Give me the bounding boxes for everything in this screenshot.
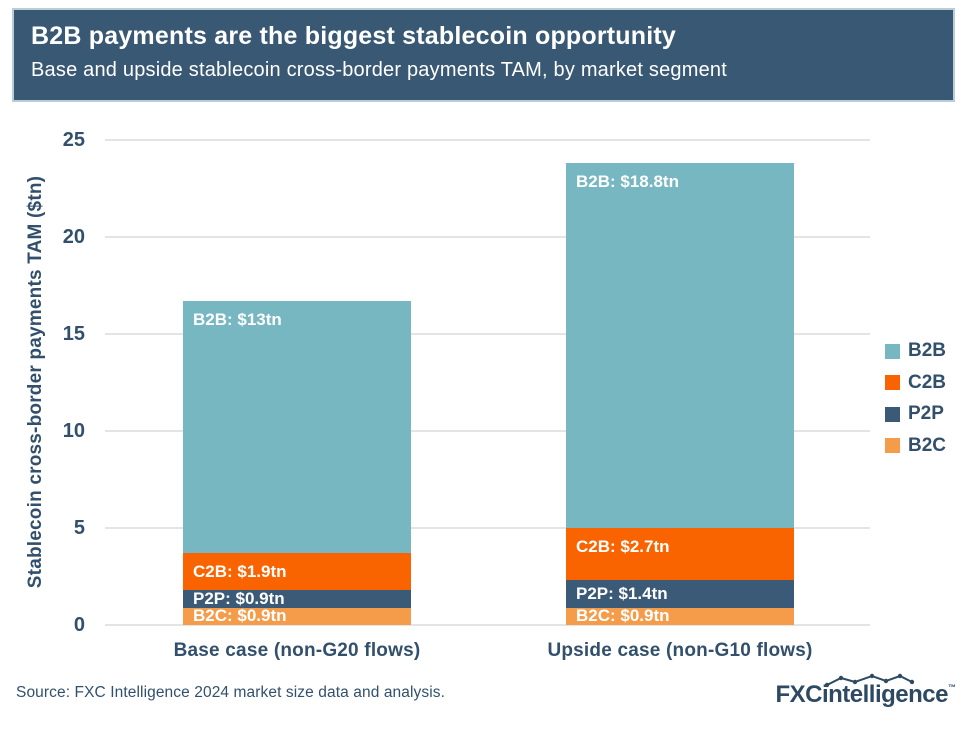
x-axis-label-upside-case-non-g10-flows: Upside case (non-G10 flows) (547, 640, 813, 661)
y-tick-label: 15 (62, 323, 85, 345)
legend-item-p2p: P2P (885, 404, 944, 424)
legend-item-b2c: B2C (885, 434, 947, 456)
legend-swatch-b2b (885, 343, 900, 359)
y-tick-label: 5 (73, 517, 85, 539)
gridline (105, 236, 870, 238)
segment-c2b: C2B: $2.7tn (566, 528, 794, 581)
segment-label-b2b: B2B: $13tn (193, 310, 282, 330)
legend-label-p2p: P2P (908, 403, 944, 424)
y-tick-label: 0 (73, 614, 85, 636)
y-tick-label: 20 (62, 226, 85, 248)
segment-b2c: B2C: $0.9tn (566, 606, 794, 626)
x-axis-label-base-case-non-g20-flows: Base case (non-G20 flows) (173, 640, 421, 661)
segment-p2p: P2P: $0.9tn (183, 588, 411, 608)
chart-header: B2B payments are the biggest stablecoin … (12, 8, 955, 102)
legend-label-b2b: B2B (908, 340, 947, 361)
source-note: Source: FXC Intelligence 2024 market siz… (16, 684, 446, 701)
logo-text-fxc: FXC (775, 681, 822, 708)
segment-b2b: B2B: $18.8tn (566, 163, 794, 528)
fxc-intelligence-logo: FXCintelligence™ (775, 673, 956, 709)
legend-label-b2c: B2C (908, 434, 947, 456)
y-tick-label: 10 (62, 420, 85, 442)
logo-sparkline-icon (825, 673, 915, 688)
legend-label-c2b: C2B (908, 371, 947, 393)
segment-label-c2b: C2B: $2.7tn (576, 537, 670, 556)
gridline (105, 624, 870, 626)
legend-swatch-c2b (885, 375, 900, 390)
segment-label-p2p: P2P: $1.4tn (576, 583, 668, 603)
legend-swatch-p2p (885, 406, 900, 422)
chart-subtitle: Base and upside stablecoin cross-border … (31, 59, 728, 81)
segment-b2b: B2B: $13tn (183, 301, 411, 554)
segment-c2b: C2B: $1.9tn (183, 553, 411, 591)
segment-label-b2c: B2C: $0.9tn (193, 606, 287, 626)
y-tick-label: 25 (62, 129, 85, 151)
legend-item-b2b: B2B (885, 341, 946, 361)
logo-trademark: ™ (948, 683, 956, 692)
chart-title: B2B payments are the biggest stablecoin … (31, 22, 677, 50)
segment-label-b2c: B2C: $0.9tn (576, 606, 670, 626)
segment-p2p: P2P: $1.4tn (566, 580, 794, 608)
gridline (105, 333, 870, 335)
gridline (105, 430, 870, 432)
legend-swatch-b2c (885, 438, 900, 453)
gridline (105, 139, 870, 141)
segment-label-b2b: B2B: $18.8tn (576, 172, 679, 192)
segment-label-c2b: C2B: $1.9tn (193, 561, 287, 581)
segment-b2c: B2C: $0.9tn (183, 606, 411, 626)
legend-item-c2b: C2B (885, 371, 947, 393)
logo-text-intelligence: intelligence (821, 681, 949, 708)
segment-label-p2p: P2P: $0.9tn (193, 588, 285, 608)
gridline (105, 527, 870, 529)
